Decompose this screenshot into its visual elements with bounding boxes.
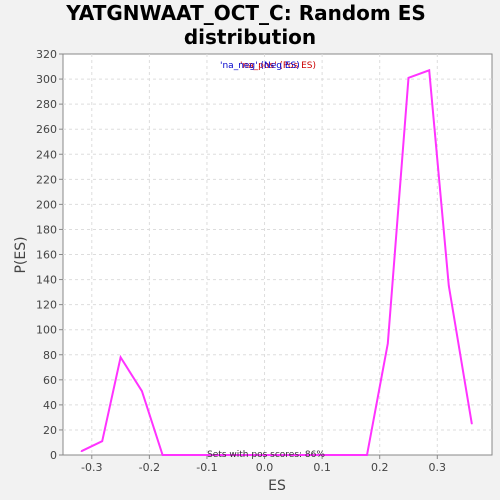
x-tick-label: 0.2 <box>371 461 389 474</box>
plot-area <box>62 53 493 456</box>
x-tick-label: -0.2 <box>139 461 160 474</box>
y-tick-label: 320 <box>36 48 57 61</box>
y-tick-label: 60 <box>43 374 57 387</box>
data-point <box>428 69 431 72</box>
y-tick-label: 100 <box>36 324 57 337</box>
x-tick-label: 0.1 <box>313 461 331 474</box>
legend-overlay: 'na_neg' (Neg ES) <box>220 61 300 71</box>
data-point <box>119 356 122 359</box>
chart-title-line1: YATGNWAAT_OCT_C: Random ES <box>65 1 426 25</box>
x-axis-label: ES <box>268 478 286 494</box>
y-tick-label: 220 <box>36 173 57 186</box>
legend: 'na_pos' (Pos ES) <box>240 61 316 71</box>
x-tick-label: 0.3 <box>429 461 447 474</box>
x-tick-label: -0.1 <box>196 461 217 474</box>
y-tick-label: 140 <box>36 274 57 287</box>
legend-neg-label: 'na_neg' (Neg ES) <box>220 61 300 71</box>
y-tick-label: 80 <box>43 349 57 362</box>
pos-scores-annotation: Sets with pos scores: 86% <box>207 450 325 460</box>
grid-lines <box>63 54 492 455</box>
x-axis-ticks: -0.3 -0.2 -0.1 0.0 0.1 0.2 0.3 <box>81 455 446 474</box>
data-point <box>386 342 389 345</box>
y-tick-label: 40 <box>43 399 57 412</box>
data-point <box>448 285 450 287</box>
y-axis-label: P(ES) <box>13 236 29 273</box>
data-point <box>161 454 164 456</box>
y-tick-label: 0 <box>50 449 57 462</box>
y-tick-label: 180 <box>36 223 57 236</box>
y-tick-label: 240 <box>36 148 57 161</box>
x-tick-label: 0.0 <box>256 461 274 474</box>
y-tick-label: 260 <box>36 123 57 136</box>
y-axis-ticks: 0 20 40 60 80 100 120 140 160 180 200 220 240 260 280 3… <box>36 48 63 462</box>
y-tick-label: 120 <box>36 299 57 312</box>
data-point <box>407 77 410 79</box>
data-point <box>471 422 473 425</box>
y-tick-label: 280 <box>36 98 57 111</box>
x-tick-label: -0.3 <box>81 461 102 474</box>
legend-pos-label: 'na_pos' (Pos ES) <box>240 61 316 71</box>
data-point <box>141 390 143 392</box>
series-points <box>80 69 473 456</box>
data-point <box>80 450 83 453</box>
y-tick-label: 20 <box>43 424 57 437</box>
y-tick-label: 160 <box>36 249 57 262</box>
y-tick-label: 200 <box>36 198 57 211</box>
chart-title-line2: distribution <box>184 25 316 49</box>
data-point <box>366 454 368 456</box>
y-tick-label: 300 <box>36 73 57 86</box>
data-point <box>101 440 103 443</box>
